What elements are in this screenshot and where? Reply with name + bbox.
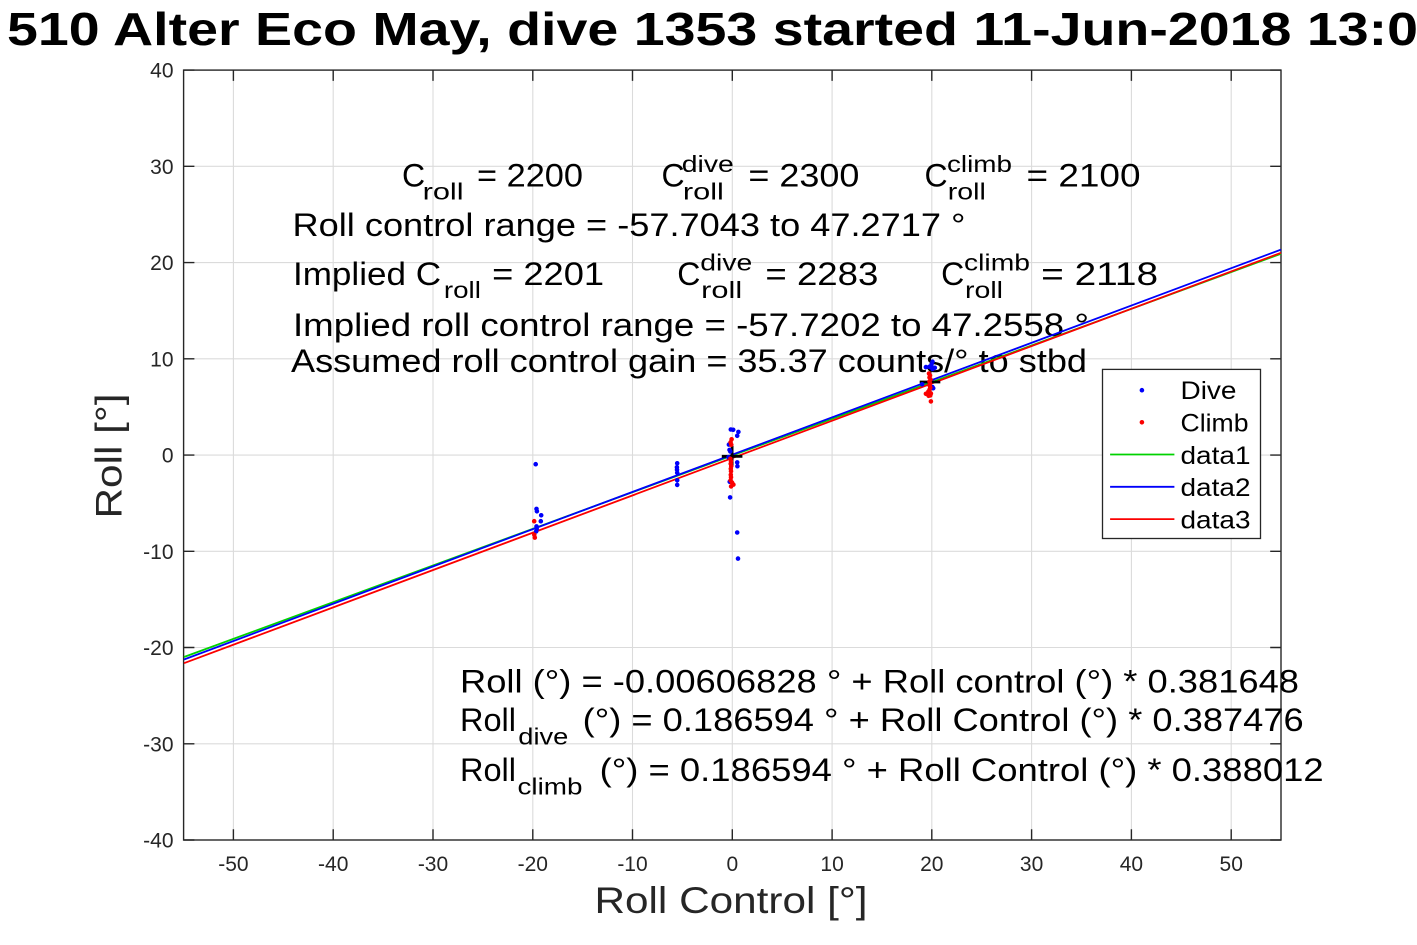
svg-text:50: 50 <box>1220 853 1243 876</box>
svg-text:Implied roll control range = -: Implied roll control range = -57.7202 to… <box>293 307 1089 343</box>
svg-text:-40: -40 <box>143 830 173 853</box>
svg-text:roll: roll <box>701 277 742 303</box>
svg-text:roll: roll <box>683 179 724 205</box>
svg-text:C: C <box>941 256 964 292</box>
svg-text:40: 40 <box>150 60 173 83</box>
svg-text:-10: -10 <box>143 541 173 564</box>
svg-text:Climb: Climb <box>1181 410 1249 438</box>
svg-text:40: 40 <box>1120 853 1143 876</box>
svg-text:-40: -40 <box>318 853 348 876</box>
svg-text:C: C <box>925 158 948 194</box>
svg-text:Assumed roll control gain = 35: Assumed roll control gain = 35.37 counts… <box>291 343 1087 379</box>
svg-text:= 2201: = 2201 <box>492 256 604 292</box>
svg-text:= 2300: = 2300 <box>748 158 859 194</box>
svg-text:= 2200: = 2200 <box>477 158 583 194</box>
svg-text:roll: roll <box>423 179 464 205</box>
svg-text:-10: -10 <box>617 853 647 876</box>
svg-text:-30: -30 <box>418 853 448 876</box>
svg-text:dive: dive <box>700 250 752 276</box>
svg-text:climb: climb <box>947 151 1012 177</box>
svg-text:-20: -20 <box>518 853 548 876</box>
svg-text:Roll [°]: Roll [°] <box>89 394 130 519</box>
svg-text:20: 20 <box>150 252 173 275</box>
svg-text:-50: -50 <box>218 853 248 876</box>
svg-text:roll: roll <box>965 277 1003 303</box>
svg-text:roll: roll <box>948 179 986 205</box>
svg-text:0: 0 <box>162 445 174 468</box>
svg-text:dive: dive <box>682 151 734 177</box>
svg-text:= 2283: = 2283 <box>765 256 878 292</box>
svg-text:Roll control range = -57.7043: Roll control range = -57.7043 to 47.2717… <box>293 207 966 243</box>
svg-text:= 2118: = 2118 <box>1041 256 1158 292</box>
svg-text:Roll: Roll <box>460 702 516 738</box>
svg-text:data2: data2 <box>1181 474 1251 502</box>
svg-text:30: 30 <box>1020 853 1043 876</box>
svg-text:0: 0 <box>726 853 738 876</box>
svg-text:climb: climb <box>518 773 583 799</box>
svg-text:510 Alter Eco May, dive 1353 s: 510 Alter Eco May, dive 1353 started 11-… <box>7 3 1417 55</box>
svg-text:Dive: Dive <box>1181 377 1237 405</box>
svg-text:10: 10 <box>820 853 843 876</box>
svg-text:Roll: Roll <box>460 752 516 788</box>
svg-text:Roll Control [°]: Roll Control [°] <box>595 880 868 921</box>
svg-text:roll: roll <box>444 277 481 303</box>
svg-text:dive: dive <box>518 724 568 750</box>
svg-text:Implied C: Implied C <box>293 256 441 292</box>
svg-text:C: C <box>662 158 685 194</box>
svg-text:C: C <box>677 256 700 292</box>
svg-text:data3: data3 <box>1181 506 1251 534</box>
svg-text:-20: -20 <box>143 637 173 660</box>
svg-text:30: 30 <box>150 156 173 179</box>
svg-text:(°) = 0.186594 ° + Roll Contro: (°) = 0.186594 ° + Roll Control (°) * 0.… <box>583 702 1304 738</box>
svg-text:-30: -30 <box>143 733 173 756</box>
svg-text:data1: data1 <box>1181 442 1251 470</box>
svg-text:climb: climb <box>964 250 1030 276</box>
svg-text:(°) = 0.186594 ° + Roll Contro: (°) = 0.186594 ° + Roll Control (°) * 0.… <box>600 752 1324 788</box>
svg-text:Roll (°) = -0.00606828 ° + Rol: Roll (°) = -0.00606828 ° + Roll control … <box>460 664 1299 700</box>
svg-text:20: 20 <box>920 853 943 876</box>
svg-text:10: 10 <box>150 348 173 371</box>
svg-text:= 2100: = 2100 <box>1027 158 1141 194</box>
svg-text:C: C <box>402 158 425 194</box>
